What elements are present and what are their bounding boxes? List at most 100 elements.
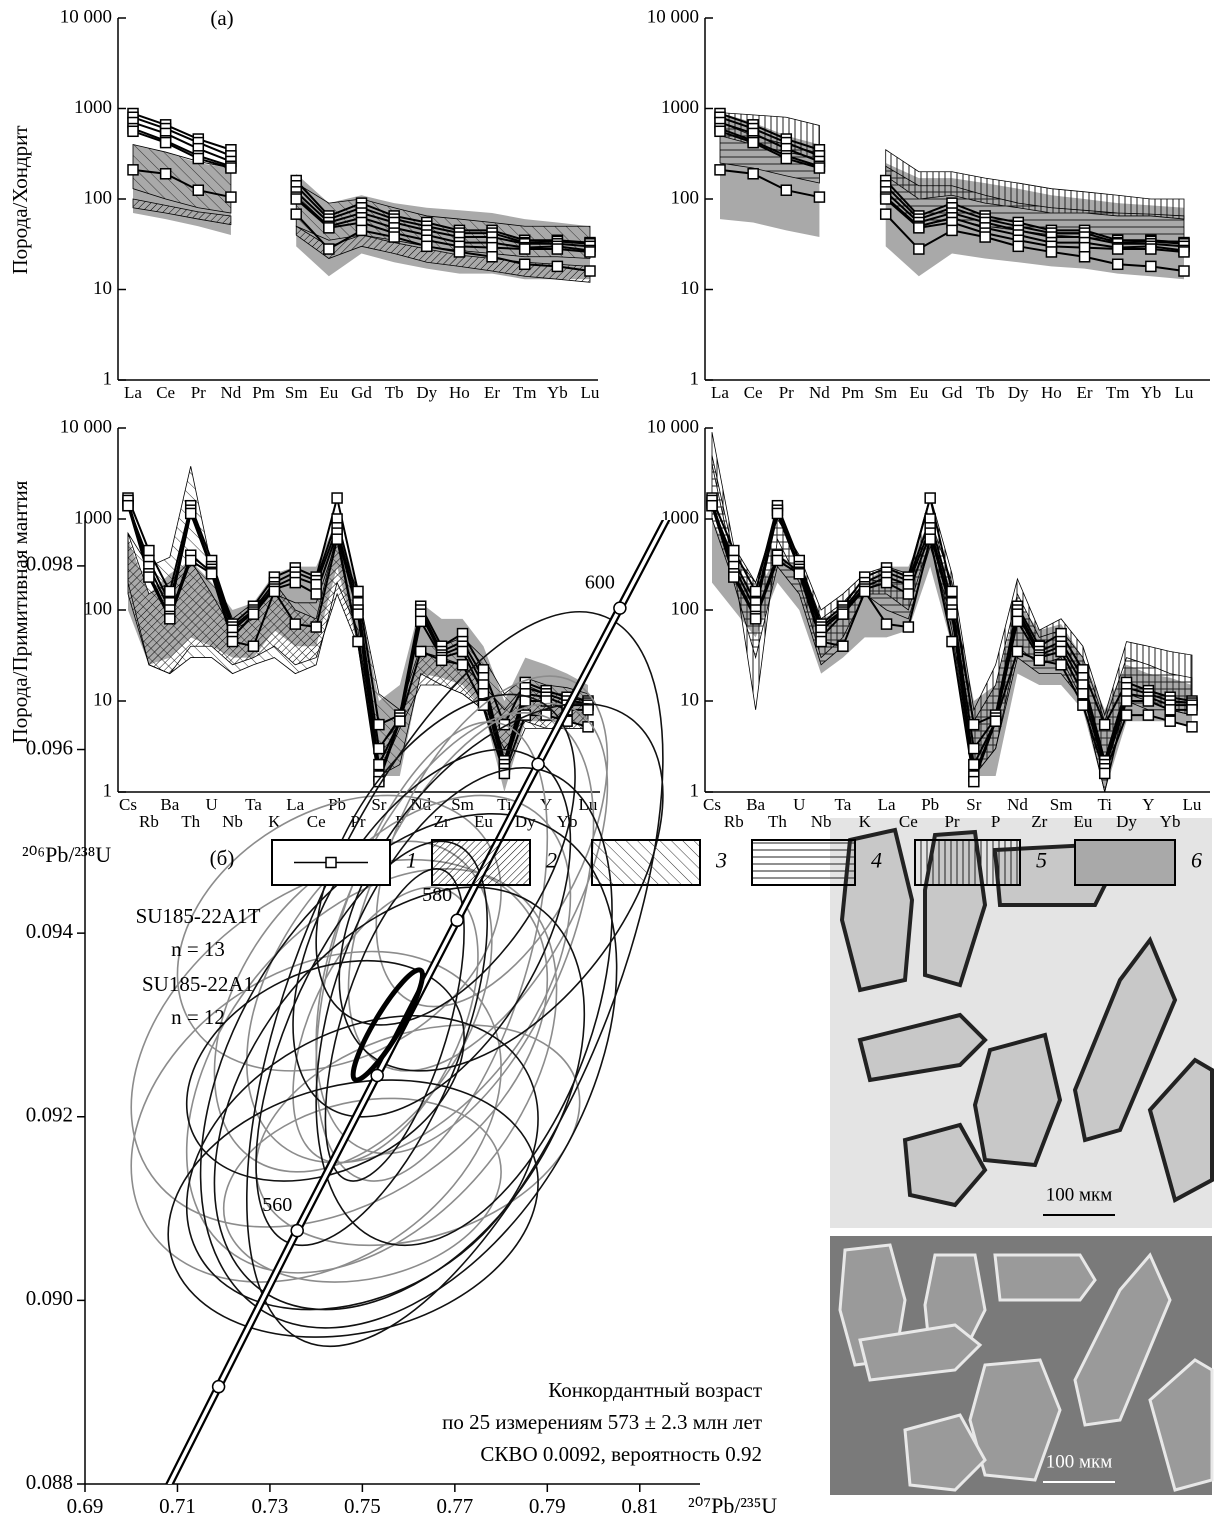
marker bbox=[1111, 258, 1124, 271]
marker bbox=[184, 554, 197, 567]
marker bbox=[1033, 654, 1046, 667]
marker bbox=[1145, 260, 1157, 273]
marker bbox=[979, 231, 991, 243]
scale-label: 100 мкм bbox=[1046, 1451, 1113, 1472]
x-tick-label: Ce bbox=[156, 383, 175, 402]
marker bbox=[310, 621, 322, 633]
series-count: n = 13 bbox=[171, 937, 225, 961]
marker bbox=[414, 645, 427, 658]
marker bbox=[714, 125, 726, 138]
marker bbox=[456, 659, 469, 671]
error-ellipse bbox=[338, 702, 664, 1072]
x-tick-label: Sm bbox=[285, 383, 308, 402]
marker bbox=[771, 507, 784, 520]
marker bbox=[352, 585, 364, 598]
series-line bbox=[719, 121, 820, 163]
age-label: 600 bbox=[585, 572, 615, 594]
series-line bbox=[295, 179, 591, 244]
legend-label: 3 bbox=[715, 848, 727, 873]
x-tick-label: 0.75 bbox=[344, 1494, 381, 1518]
marker bbox=[122, 499, 134, 512]
marker bbox=[310, 578, 322, 591]
marker bbox=[989, 715, 1002, 727]
marker bbox=[902, 621, 915, 633]
marker bbox=[355, 224, 368, 237]
marker bbox=[584, 246, 596, 258]
error-ellipse bbox=[130, 950, 502, 1283]
marker bbox=[268, 585, 281, 598]
x-tick-label: U bbox=[205, 795, 217, 814]
series-line bbox=[719, 116, 820, 157]
x-tick-label: Cs bbox=[119, 795, 137, 814]
marker bbox=[728, 571, 740, 583]
x-tick-label: Eu bbox=[319, 383, 338, 402]
marker bbox=[1142, 695, 1155, 707]
x-tick-label: Gd bbox=[942, 383, 963, 402]
marker bbox=[946, 635, 958, 648]
series-line bbox=[132, 168, 232, 199]
x-tick-label: Sm bbox=[874, 383, 897, 402]
x-tick-label: Rb bbox=[724, 812, 744, 831]
x-tick-label: Lu bbox=[581, 383, 600, 402]
marker bbox=[1120, 695, 1133, 707]
series-line bbox=[885, 198, 1185, 253]
x-tick-label: Ta bbox=[835, 795, 852, 814]
y-tick-label: 1 bbox=[103, 780, 113, 801]
y-axis-label: Порода/Примитивная мантия bbox=[8, 480, 32, 743]
error-ellipse bbox=[246, 611, 664, 1348]
marker bbox=[226, 635, 239, 648]
age-marker bbox=[613, 601, 627, 615]
error-ellipse bbox=[255, 1024, 581, 1247]
x-tick-label: Cs bbox=[703, 795, 721, 814]
series-line bbox=[719, 112, 820, 151]
legend-box bbox=[751, 839, 856, 886]
marker bbox=[706, 499, 718, 512]
x-tick-label: Er bbox=[1077, 383, 1093, 402]
marker bbox=[435, 654, 448, 667]
y-tick-label: 0.088 bbox=[26, 1470, 73, 1494]
marker bbox=[780, 184, 793, 196]
marker bbox=[813, 162, 826, 174]
x-tick-label: K bbox=[268, 812, 281, 831]
series-line bbox=[885, 191, 1185, 248]
x-tick-label: Lu bbox=[1175, 383, 1194, 402]
marker bbox=[968, 775, 980, 788]
marker bbox=[456, 645, 469, 658]
x-tick-label: Lu bbox=[1183, 795, 1202, 814]
marker bbox=[946, 608, 958, 620]
marker bbox=[421, 240, 433, 253]
x-tick-label: Y bbox=[1142, 795, 1154, 814]
marker bbox=[518, 243, 531, 255]
x-tick-label: Pr bbox=[779, 383, 794, 402]
marker bbox=[1045, 246, 1058, 258]
scale-label: 100 мкм bbox=[1046, 1184, 1113, 1205]
marker bbox=[323, 243, 335, 255]
marker bbox=[968, 718, 980, 731]
age-marker bbox=[531, 757, 545, 771]
marker bbox=[225, 162, 237, 174]
marker bbox=[771, 554, 784, 567]
marker bbox=[247, 640, 260, 652]
marker bbox=[582, 721, 594, 733]
marker bbox=[1178, 246, 1190, 258]
x-tick-label: La bbox=[124, 383, 142, 402]
x-tick-label: Nd bbox=[1007, 795, 1028, 814]
marker bbox=[414, 615, 427, 628]
marker bbox=[1098, 767, 1111, 780]
marker bbox=[290, 208, 302, 220]
error-ellipse bbox=[130, 858, 549, 1228]
x-tick-label: U bbox=[793, 795, 805, 814]
result-text: Конкордантный возраст bbox=[548, 1378, 762, 1402]
marker bbox=[143, 544, 155, 557]
series-line bbox=[295, 213, 591, 273]
marker bbox=[453, 246, 466, 258]
x-tick-label: Th bbox=[768, 812, 787, 831]
series-line bbox=[885, 196, 1185, 252]
x-tick-label: Ce bbox=[307, 812, 326, 831]
marker bbox=[192, 184, 205, 196]
x-tick-label: Rb bbox=[139, 812, 159, 831]
x-tick-label: 0.81 bbox=[621, 1494, 658, 1518]
y-tick-label: 1000 bbox=[661, 97, 699, 118]
